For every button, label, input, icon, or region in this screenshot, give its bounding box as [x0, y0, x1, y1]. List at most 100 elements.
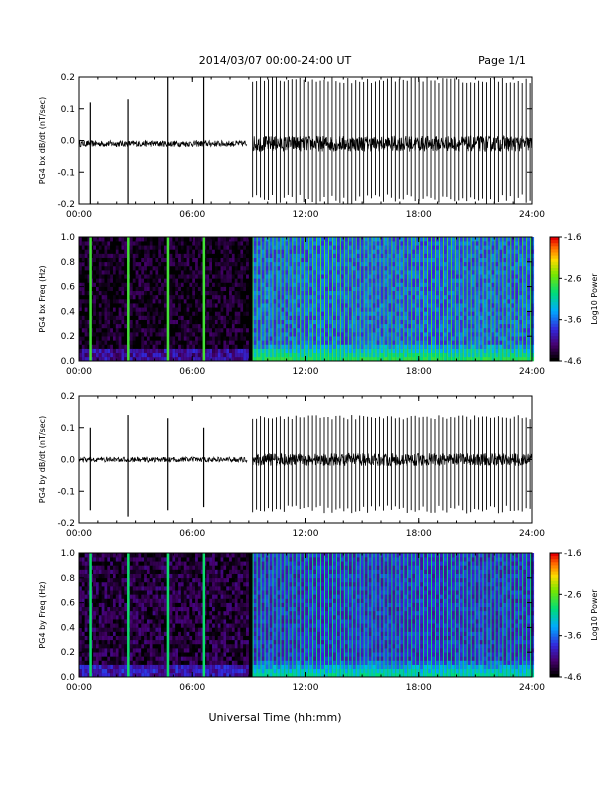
spectrogram-cell [323, 315, 328, 320]
spectrogram-cell [339, 282, 344, 287]
spectrogram-cell [152, 344, 156, 349]
spectrogram-cell [200, 311, 204, 316]
spectrogram-cell [132, 299, 136, 304]
spectrogram-cell [454, 286, 459, 292]
spectrogram-cell [129, 327, 133, 333]
spectrogram-cell [212, 282, 215, 287]
spectrogram-cell [243, 294, 247, 300]
spectrogram-cell [132, 672, 136, 678]
spectrogram-cell [339, 303, 344, 308]
spectrogram-cell [379, 348, 384, 354]
spectrogram-cell [175, 294, 179, 300]
spectrogram-cell [146, 648, 150, 653]
spectrogram-cell [141, 311, 145, 316]
spectrogram-cell [387, 278, 392, 283]
spectrogram-cell [87, 664, 91, 670]
spectrogram-cell [206, 265, 210, 271]
spectrogram-cell [212, 245, 215, 250]
spectrogram-cell [192, 352, 196, 358]
spectrogram-cell [231, 257, 235, 263]
spectrogram-cell [158, 249, 162, 254]
spectrogram-cell [312, 327, 317, 333]
spectrogram-cell [458, 286, 463, 292]
spectrogram-cell [292, 253, 297, 258]
spectrogram-cell [411, 340, 416, 345]
spectrogram-cell [312, 274, 317, 279]
spectrogram-cell [178, 307, 181, 312]
spectrogram-cell [115, 652, 119, 657]
spectrogram-cell [458, 344, 463, 349]
spectrogram-cell [195, 253, 198, 258]
spectrogram-cell [288, 237, 293, 242]
spectrogram-cell [87, 303, 91, 308]
spectrogram-cell [494, 307, 499, 312]
spectrogram-cell [288, 270, 293, 275]
spectrogram-cell [243, 672, 247, 678]
spectrogram-cell [331, 241, 336, 246]
spectrogram-cell [407, 332, 412, 337]
spectrogram-cell [189, 290, 193, 296]
spectrogram-cell [347, 344, 352, 349]
spectrogram-cell [195, 323, 198, 329]
colorbar-swatch [550, 323, 559, 328]
spectrogram-cell [87, 352, 91, 358]
spectrogram-cell [260, 315, 265, 320]
spectrogram-cell [186, 237, 190, 242]
spectrogram-cell [124, 282, 128, 287]
spectrogram-cell [284, 253, 289, 258]
spectrogram-cell [234, 323, 238, 329]
spectrogram-cell [506, 282, 511, 287]
spectrogram-cell [98, 672, 102, 678]
spectrogram-cell [355, 323, 360, 329]
spectrogram-cell [226, 253, 230, 258]
spectrogram-cell [144, 660, 147, 665]
spectrogram-cell [217, 672, 221, 678]
panel-axes-0: 00:00 06:00 12:00 18:00 24:00-0.2-0.10.00.10… [38, 73, 545, 220]
spectrogram-cell [226, 668, 230, 674]
spectrogram-cell [466, 307, 471, 312]
spectrogram-cell [144, 639, 147, 645]
spectrogram-cell [379, 257, 384, 263]
spectrogram-cell [155, 307, 159, 312]
spectrogram-cell [121, 648, 125, 653]
spectrogram-cell [462, 348, 467, 354]
spectrogram-cell [427, 249, 432, 254]
spectrogram-cell [200, 668, 204, 674]
spectrogram-cell [180, 352, 184, 358]
spectrogram-cell [458, 352, 463, 358]
spectrogram-cell [84, 249, 88, 254]
spectrogram-cell [316, 294, 321, 300]
spectrogram-cell [223, 315, 227, 320]
spectrogram-cell [138, 652, 142, 657]
spectrogram-cell [180, 336, 184, 341]
spectrogram-cell [494, 327, 499, 333]
spectrogram-cell [175, 270, 179, 275]
spectrogram-cell [276, 327, 281, 333]
spectrogram-cell [454, 311, 459, 316]
spectrogram-cell [79, 303, 82, 308]
spectrogram-cell [359, 282, 364, 287]
spectrogram-cell [256, 249, 261, 254]
spectrogram-cell [300, 311, 305, 316]
spectrogram-cell [118, 332, 122, 337]
spectrogram-cell [217, 348, 221, 354]
spectrogram-cell [367, 307, 372, 312]
spectrogram-cell [296, 332, 301, 337]
spectrogram-cell [256, 319, 261, 325]
spectrogram-cell [292, 327, 297, 333]
spectrogram-cell [526, 261, 531, 267]
spectrogram-cell [320, 257, 324, 263]
spectrogram-cell [260, 352, 265, 358]
spectrogram-cell [87, 643, 91, 649]
spectrogram-cell [526, 245, 531, 250]
spectrogram-cell [474, 323, 479, 329]
pulse-strip [474, 237, 476, 361]
spectrogram-cell [175, 278, 179, 283]
spectrogram-cell [462, 299, 467, 304]
spectrogram-cell [316, 286, 321, 292]
spectrogram-cell [462, 319, 467, 325]
spectrogram-cell [327, 270, 332, 275]
spectrogram-cell [93, 352, 96, 358]
spectrogram-cell [514, 323, 519, 329]
spectrogram-cell [351, 348, 356, 354]
